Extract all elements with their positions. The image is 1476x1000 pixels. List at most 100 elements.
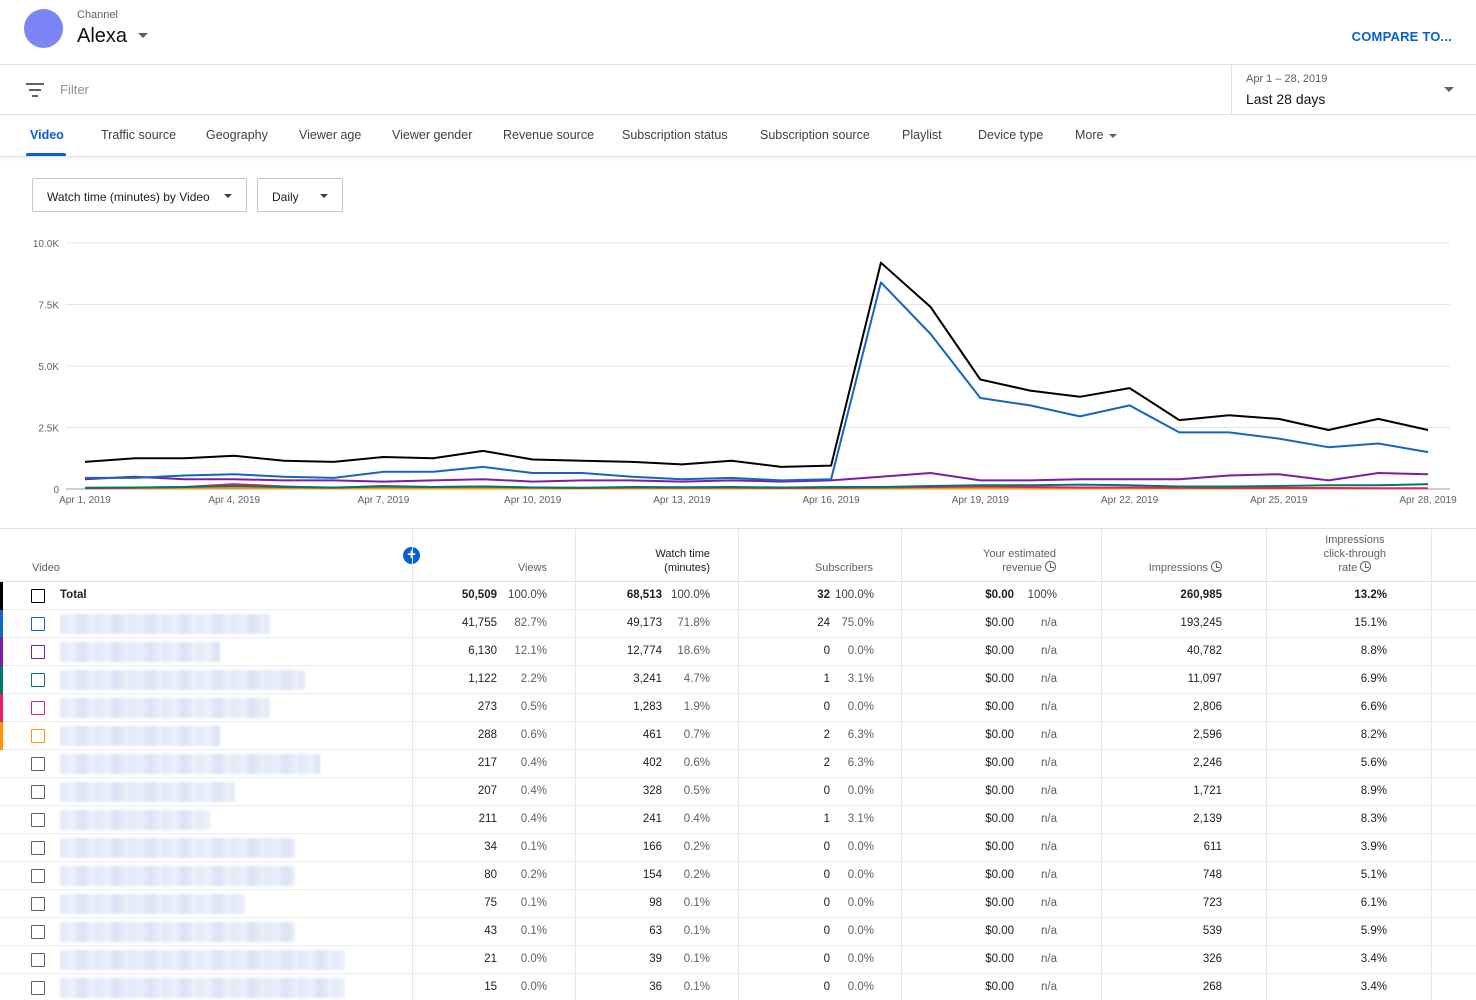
x-tick-label: Apr 28, 2019 — [1399, 495, 1457, 506]
row-checkbox[interactable] — [31, 617, 45, 631]
series-line[interactable] — [84, 472, 1429, 483]
col-video-header[interactable]: Video — [32, 562, 60, 574]
table-row[interactable]: 34 0.1% 166 0.2% 0 0.0% $0.00 n/a 611 3.9% — [0, 834, 1476, 862]
clock-icon — [1360, 561, 1372, 572]
video-title-redacted[interactable] — [60, 978, 345, 998]
compare-to-button[interactable]: COMPARE TO... — [1351, 29, 1452, 44]
col-ctr-header[interactable]: Impressions click-through rate — [1324, 533, 1386, 575]
subscribers-value: 0 — [823, 785, 830, 797]
tab-playlist[interactable]: Playlist — [902, 128, 942, 142]
revenue-percent: n/a — [1041, 981, 1057, 993]
col-impressions-header[interactable]: Impressions — [1149, 561, 1222, 575]
tab-traffic-source[interactable]: Traffic source — [101, 128, 177, 142]
video-title-redacted[interactable] — [60, 670, 305, 690]
subscribers-percent: 75.0% — [841, 617, 874, 629]
interval-select[interactable]: Daily — [257, 178, 343, 212]
table-row[interactable]: 15 0.0% 36 0.1% 0 0.0% $0.00 n/a 268 3.4% — [0, 974, 1476, 1000]
col-watch-time-header[interactable]: Watch time (minutes) — [655, 547, 710, 575]
ctr-value: 8.2% — [1360, 729, 1387, 741]
interval-select-label: Daily — [272, 190, 299, 204]
clock-icon — [1045, 561, 1056, 572]
tab-subscription-status[interactable]: Subscription status — [622, 128, 728, 142]
series-color-bar — [0, 722, 3, 750]
revenue-percent: n/a — [1041, 813, 1057, 825]
subscribers-value: 32 — [817, 589, 830, 601]
channel-name[interactable]: Alexa — [77, 25, 128, 47]
date-range-picker[interactable]: Apr 1 – 28, 2019 Last 28 days — [1231, 65, 1476, 115]
revenue-percent: n/a — [1041, 729, 1057, 741]
watch-time-percent: 0.5% — [683, 785, 710, 797]
impressions-value: 40,782 — [1186, 645, 1222, 657]
video-title-redacted[interactable] — [60, 922, 295, 942]
video-title-redacted[interactable] — [60, 866, 295, 886]
channel-dropdown-icon[interactable] — [138, 33, 148, 38]
channel-avatar[interactable] — [24, 9, 63, 48]
video-title-redacted[interactable] — [60, 726, 220, 746]
filter-bar: Filter Apr 1 – 28, 2019 Last 28 days — [0, 65, 1476, 115]
column-divider — [575, 528, 576, 1000]
table-row[interactable]: 273 0.5% 1,283 1.9% 0 0.0% $0.00 n/a 2,806 6.6% — [0, 694, 1476, 722]
row-checkbox[interactable] — [31, 645, 45, 659]
add-metric-icon[interactable]: + — [403, 547, 420, 564]
row-checkbox[interactable] — [31, 589, 45, 603]
row-checkbox[interactable] — [31, 729, 45, 743]
tab-subscription-source[interactable]: Subscription source — [760, 128, 870, 142]
tab-more[interactable]: More — [1075, 128, 1118, 142]
tab-viewer-age[interactable]: Viewer age — [299, 128, 362, 142]
video-title-redacted[interactable] — [60, 782, 235, 802]
subscribers-value: 1 — [823, 673, 830, 685]
views-value: 43 — [484, 925, 497, 937]
tab-video[interactable]: Video — [30, 128, 64, 142]
tab-geography[interactable]: Geography — [206, 128, 268, 142]
video-title-redacted[interactable] — [60, 894, 245, 914]
video-title-redacted[interactable] — [60, 810, 210, 830]
row-checkbox[interactable] — [31, 897, 45, 911]
series-line[interactable] — [85, 281, 1429, 482]
metric-select[interactable]: Watch time (minutes) by Video — [32, 178, 247, 212]
series-line[interactable] — [84, 483, 1429, 489]
impressions-value: 2,246 — [1193, 757, 1222, 769]
video-title-redacted[interactable] — [60, 698, 270, 718]
row-title[interactable]: Total — [60, 589, 87, 601]
x-tick-label: Apr 19, 2019 — [952, 495, 1010, 506]
row-checkbox[interactable] — [31, 757, 45, 771]
filter-input[interactable]: Filter — [60, 82, 89, 97]
row-checkbox[interactable] — [31, 981, 45, 995]
tab-viewer-gender[interactable]: Viewer gender — [392, 128, 473, 142]
watch-time-percent: 0.2% — [683, 869, 710, 881]
series-color-bar — [0, 750, 3, 778]
ctr-value: 6.9% — [1360, 673, 1387, 685]
col-views-header[interactable]: Views — [517, 562, 547, 574]
subscribers-value: 2 — [823, 729, 830, 741]
subscribers-value: 0 — [823, 981, 830, 993]
row-checkbox[interactable] — [31, 813, 45, 827]
col-revenue-header[interactable]: Your estimated revenue — [983, 547, 1056, 575]
tab-device-type[interactable]: Device type — [978, 128, 1044, 142]
subscribers-value: 24 — [817, 617, 830, 629]
row-checkbox[interactable] — [31, 785, 45, 799]
impressions-value: 1,721 — [1193, 785, 1222, 797]
video-title-redacted[interactable] — [60, 642, 220, 662]
row-checkbox[interactable] — [31, 673, 45, 687]
tab-revenue-source[interactable]: Revenue source — [503, 128, 595, 142]
row-checkbox[interactable] — [31, 841, 45, 855]
date-range-main: Last 28 days — [1246, 91, 1326, 107]
column-divider — [1101, 528, 1102, 1000]
row-checkbox[interactable] — [31, 953, 45, 967]
revenue-value: $0.00 — [985, 729, 1014, 741]
filter-icon[interactable] — [26, 83, 44, 97]
row-checkbox[interactable] — [31, 925, 45, 939]
col-subscribers-header[interactable]: Subscribers — [814, 562, 873, 574]
views-percent: 0.4% — [520, 757, 547, 769]
column-divider — [901, 528, 902, 1000]
row-checkbox[interactable] — [31, 869, 45, 883]
subscribers-percent: 0.0% — [847, 841, 874, 853]
video-title-redacted[interactable] — [60, 754, 320, 774]
video-title-redacted[interactable] — [60, 838, 295, 858]
row-checkbox[interactable] — [31, 701, 45, 715]
chevron-down-icon[interactable] — [1444, 87, 1454, 92]
views-percent: 0.1% — [520, 925, 547, 937]
series-line[interactable] — [84, 261, 1429, 468]
video-title-redacted[interactable] — [60, 950, 345, 970]
video-title-redacted[interactable] — [60, 614, 270, 634]
